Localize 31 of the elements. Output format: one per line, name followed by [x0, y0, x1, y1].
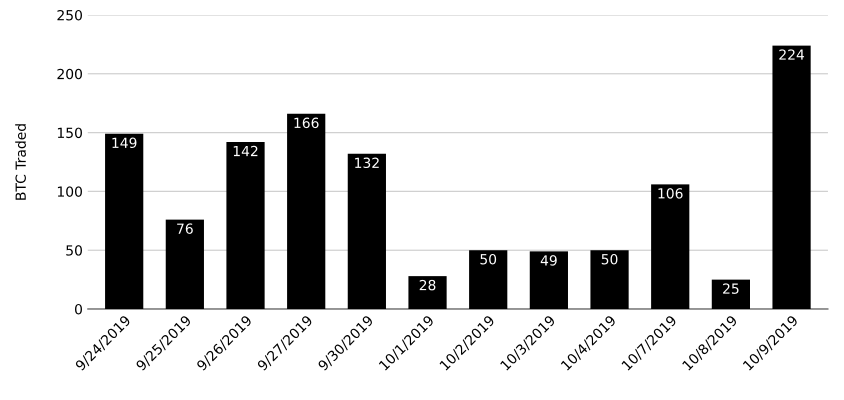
bar: [105, 134, 144, 309]
bar: [348, 154, 386, 309]
data-label: 166: [294, 118, 319, 128]
bar: [287, 114, 326, 309]
data-label: 50: [602, 254, 618, 264]
data-label: 142: [234, 146, 258, 156]
bar: [651, 184, 690, 309]
data-label: 132: [355, 158, 379, 168]
data-label: 149: [112, 138, 136, 148]
bar: [772, 46, 811, 309]
data-label: 224: [779, 49, 804, 60]
bar: [530, 251, 568, 309]
bar: [408, 276, 447, 309]
data-label: 50: [480, 254, 496, 264]
data-label: 76: [177, 223, 193, 234]
data-label: 25: [723, 283, 739, 294]
bar: [226, 142, 265, 309]
bar: [590, 250, 629, 309]
data-label: 49: [540, 255, 557, 266]
y-tick-label: 150: [58, 128, 82, 138]
y-tick-label: 50: [66, 245, 82, 256]
y-axis-title: BTC Traded: [15, 124, 26, 200]
y-tick-label: 100: [58, 186, 82, 197]
y-tick-label: 250: [57, 10, 82, 20]
data-label: 106: [658, 188, 683, 199]
bar: [712, 280, 750, 309]
bar: [166, 220, 204, 309]
bar: [469, 250, 508, 309]
data-label: 28: [420, 280, 436, 290]
y-tick-label: 200: [57, 68, 82, 80]
y-tick-label: 0: [74, 304, 82, 314]
